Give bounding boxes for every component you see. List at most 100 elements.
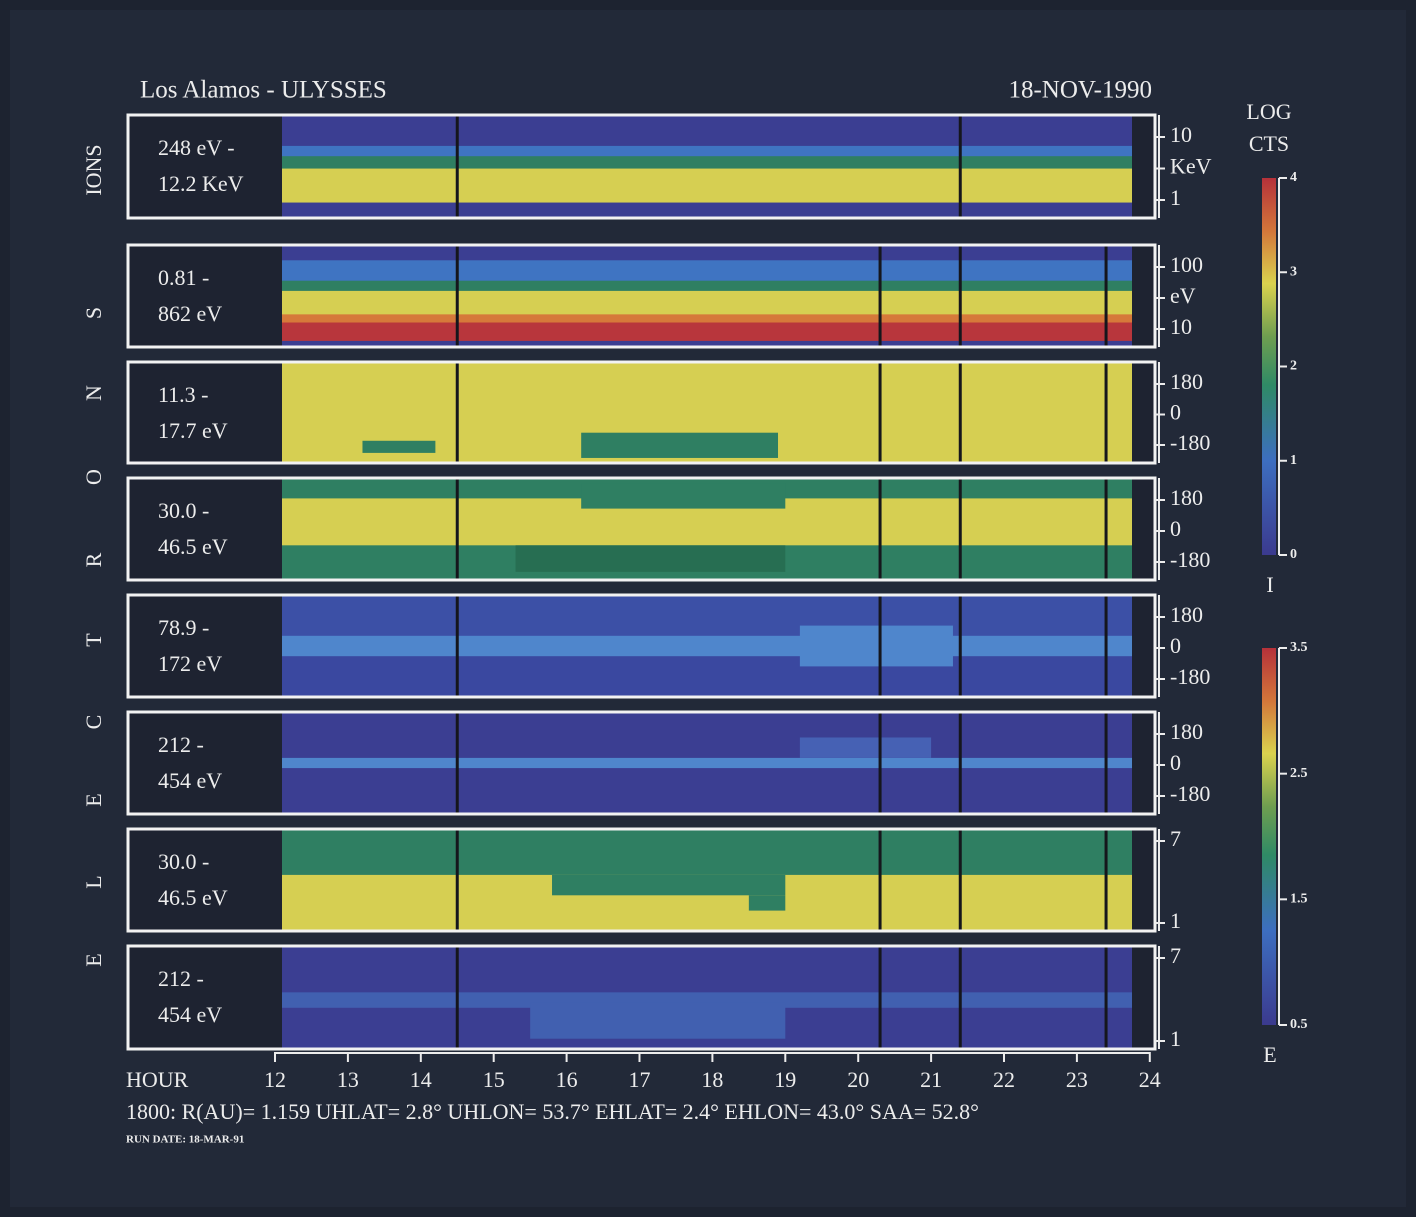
spectrogram-band <box>282 757 1132 769</box>
panel-label: 30.0 - <box>158 498 209 523</box>
label-box <box>128 478 282 580</box>
axis-label: 100 <box>1170 252 1203 277</box>
colorbar-tick-label: 1 <box>1290 453 1297 468</box>
side-label: N <box>81 385 106 401</box>
data-gap-strip <box>1132 595 1155 697</box>
x-tick-label: 16 <box>556 1067 578 1092</box>
x-tick-label: 18 <box>701 1067 723 1092</box>
x-tick-label: 23 <box>1066 1067 1088 1092</box>
axis-label: -180 <box>1170 430 1210 455</box>
spectrogram-band <box>282 260 1132 282</box>
colorbar-tick-label: 2.5 <box>1290 766 1308 781</box>
panel-label: 78.9 - <box>158 615 209 640</box>
label-box <box>128 245 282 347</box>
axis-label: 180 <box>1170 719 1203 744</box>
data-gap-strip <box>1132 362 1155 463</box>
side-label: T <box>81 633 106 647</box>
spectrogram-band <box>282 314 1132 324</box>
spectrogram-patch <box>581 432 779 458</box>
spectrogram-band <box>282 712 1132 759</box>
panel-label: 212 - <box>158 966 204 991</box>
x-tick-label: 12 <box>264 1067 286 1092</box>
axis-label: 0 <box>1170 400 1181 425</box>
panel-frame <box>126 827 1157 933</box>
spectrogram-patch <box>799 737 932 758</box>
label-box <box>128 829 282 931</box>
colorbar-tick-label: 0.5 <box>1290 1017 1308 1032</box>
colorbar-name: I <box>1266 572 1273 597</box>
axis-label: -180 <box>1170 664 1210 689</box>
x-tick-label: 14 <box>410 1067 432 1092</box>
colorbar-title: LOG <box>1246 99 1291 124</box>
label-box <box>128 595 282 697</box>
axis-label: 7 <box>1170 943 1181 968</box>
colorbar <box>1262 648 1276 1025</box>
colorbar-tick-label: 0 <box>1290 547 1297 562</box>
spectrogram-patch <box>799 625 953 667</box>
spectrogram-band <box>282 635 1132 657</box>
x-tick-label: 17 <box>629 1067 651 1092</box>
panel-frame <box>126 243 1157 349</box>
axis-label: 180 <box>1170 602 1203 627</box>
data-gap-strip <box>1132 245 1155 347</box>
axis-label: 10 <box>1170 314 1192 339</box>
panel-label: 30.0 - <box>158 849 209 874</box>
x-axis-label: HOUR <box>126 1067 189 1092</box>
side-label: E <box>81 953 106 966</box>
panel-frame <box>126 944 1157 1051</box>
colorbar <box>1262 178 1276 555</box>
footer-parameters: 1800: R(AU)= 1.159 UHLAT= 2.8° UHLON= 53… <box>126 1099 979 1124</box>
run-date: RUN DATE: 18-MAR-91 <box>126 1134 244 1146</box>
label-box <box>128 946 282 1049</box>
panel-label: 212 - <box>158 732 204 757</box>
panel-frame <box>126 593 1157 699</box>
spectrogram-patch <box>362 440 436 453</box>
axis-label: 7 <box>1170 826 1181 851</box>
side-label: S <box>81 307 106 319</box>
spectrogram-band <box>282 115 1132 147</box>
spectrogram-band <box>282 145 1132 157</box>
axis-label: 0 <box>1170 516 1181 541</box>
axis-label: 180 <box>1170 485 1203 510</box>
spectrogram-patch <box>581 483 786 509</box>
axis-label: 10 <box>1170 122 1192 147</box>
axis-label: 0 <box>1170 750 1181 775</box>
spectrogram-band <box>282 202 1132 219</box>
x-tick-label: 24 <box>1139 1067 1161 1092</box>
spectrogram-band <box>282 280 1132 292</box>
panel-label: 11.3 - <box>158 382 209 407</box>
axis-label: 1 <box>1170 908 1181 933</box>
spectrogram-band <box>282 829 1132 876</box>
data-gap-strip <box>1132 712 1155 814</box>
axis-label: 180 <box>1170 369 1203 394</box>
axis-label: eV <box>1170 283 1196 308</box>
panel-frame <box>126 476 1157 582</box>
x-tick-label: 15 <box>483 1067 505 1092</box>
axis-label: 0 <box>1170 633 1181 658</box>
axis-label: KeV <box>1170 154 1212 179</box>
side-label: C <box>81 715 106 730</box>
panel-label: 172 eV <box>158 651 222 676</box>
spectrogram-band <box>282 595 1132 637</box>
panel-frame <box>126 710 1157 816</box>
title: Los Alamos - ULYSSES <box>140 77 387 104</box>
spectrogram-band <box>282 362 1132 434</box>
side-label: IONS <box>81 144 106 195</box>
spectrogram-band <box>282 768 1132 815</box>
colorbar-tick-label: 2 <box>1290 359 1297 374</box>
panel-frame <box>126 360 1157 465</box>
panel-label: 46.5 eV <box>158 534 228 559</box>
panel-frame <box>126 113 1157 220</box>
side-label: O <box>81 469 106 485</box>
label-box <box>128 712 282 814</box>
panel-label: 454 eV <box>158 768 222 793</box>
x-tick-label: 21 <box>920 1067 942 1092</box>
side-label: E <box>81 793 106 806</box>
colorbar-tick-label: 3 <box>1290 264 1297 279</box>
label-box <box>128 362 282 463</box>
colorbar-title: CTS <box>1249 131 1289 156</box>
axis-label: 1 <box>1170 1026 1181 1051</box>
x-tick-label: 20 <box>847 1067 869 1092</box>
axis-label: 1 <box>1170 185 1181 210</box>
